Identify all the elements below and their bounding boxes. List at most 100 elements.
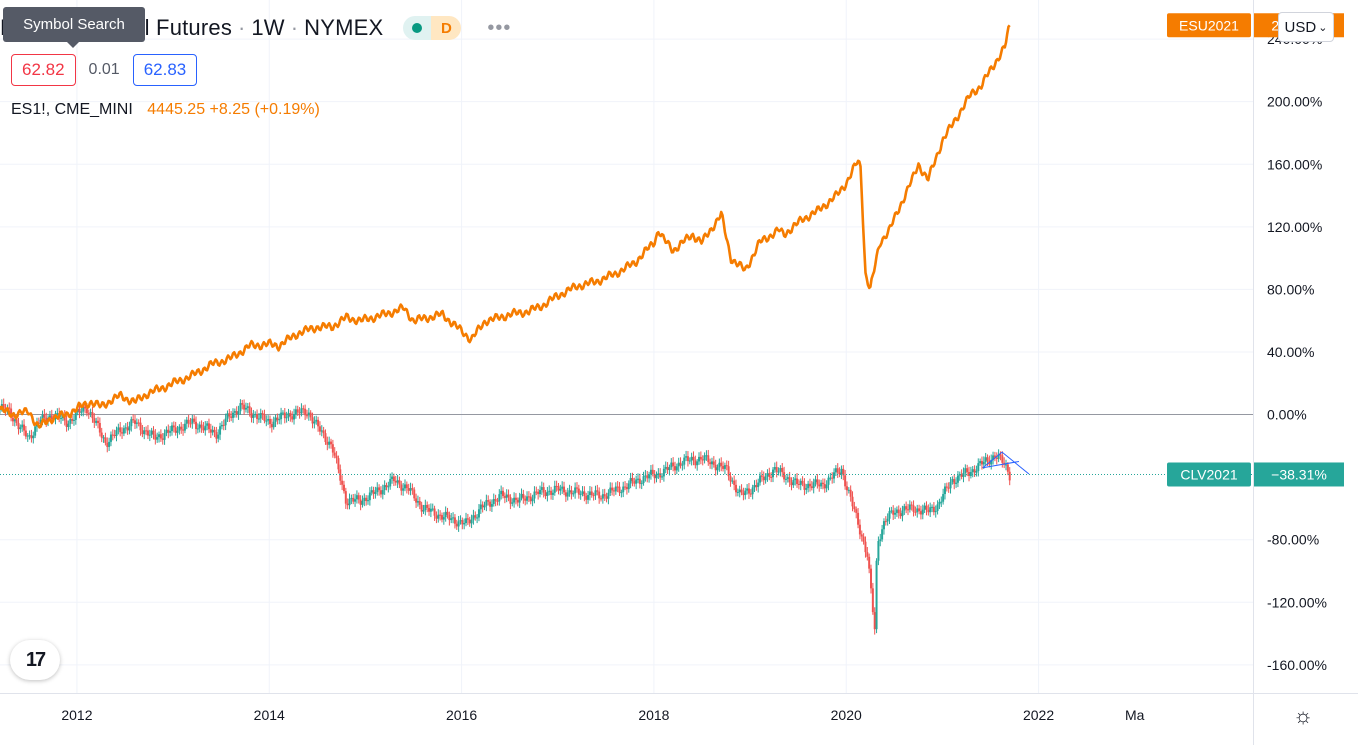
spread-value: 0.01 [88,61,120,78]
oil-candle-body [644,475,647,477]
oil-candle-body [561,486,564,489]
oil-candle-body [720,462,723,467]
oil-candle-body [28,435,31,437]
oil-candle-body [318,426,321,432]
oil-candle-body [533,491,536,499]
oil-candle-body [949,481,952,489]
oil-candle-body [655,474,658,479]
oil-candle-body [270,424,273,428]
oil-candle-body [775,467,778,472]
currency-button[interactable]: USD ⌄ [1278,12,1334,42]
oil-candle-body [433,508,436,516]
oil-candle-body [261,413,264,415]
oil-candle-body [940,501,943,503]
oil-candle-body [747,488,750,494]
oil-candle-body [145,430,148,432]
oil-candle-body [520,493,523,498]
oil-candle-body [172,425,175,428]
oil-candle-body [222,424,225,426]
series-value-box [1254,462,1344,487]
oil-candle-body [1001,455,1004,463]
oil-candle-body [156,437,159,440]
quote-row: 62.82 0.01 62.83 [11,54,198,86]
x-tick-label: 2016 [446,707,477,723]
oil-candle-body [723,465,726,469]
tradingview-logo-icon[interactable]: 17 [10,640,60,680]
oil-candle-body [328,441,331,445]
settings-gear-icon[interactable]: ☼ [1293,703,1314,728]
more-options-icon[interactable]: ••• [487,16,512,39]
market-status-badges[interactable]: D [403,16,462,40]
oil-candle-body [374,492,377,494]
oil-candle-body [857,512,860,525]
oil-candle-body [326,441,329,445]
interval-label[interactable]: 1W [251,15,285,40]
oil-candle-body [572,493,575,495]
compare-symbol[interactable]: ES1!, CME_MINI [11,101,133,118]
oil-candle-body [93,418,96,423]
x-tick-label: 2022 [1023,707,1054,723]
oil-candle-body [89,412,92,414]
oil-candle-body [803,483,806,490]
oil-candle-body [714,464,717,471]
oil-candle-body [886,518,889,522]
oil-candle-body [363,497,366,501]
oil-candle-body [400,484,403,491]
oil-candle-body [951,479,954,482]
oil-candle-body [204,425,207,431]
oil-candle-body [442,517,445,520]
oil-candle-body [923,505,926,510]
oil-candle-body [250,412,253,418]
oil-candle-body [468,519,471,524]
oil-candle-body [694,460,697,466]
oil-candle-body [779,467,782,472]
oil-candle-body [910,504,913,506]
oil-candle-body [707,455,710,463]
oil-candle-body [387,486,390,488]
oil-candle-body [313,421,316,424]
oil-candle-body [428,507,431,512]
oil-candle-body [102,437,105,439]
oil-candle-body [729,476,732,482]
oil-candle-body [640,483,643,485]
oil-candle-body [753,485,756,488]
oil-candle-body [575,487,578,489]
oil-candle-body [235,411,238,415]
market-open-icon[interactable] [403,16,432,40]
oil-candle-body [670,462,673,468]
oil-candle-body [788,477,791,483]
oil-candle-body [725,465,728,467]
oil-candle-body [348,498,351,506]
oil-candle-body [422,510,425,512]
oil-candle-body [979,461,982,464]
compare-legend[interactable]: ES1!, CME_MINI 4445.25 +8.25 (+0.19%) [11,101,320,119]
oil-candle-body [322,430,325,434]
oil-candle-body [241,403,244,405]
oil-candle-body [627,483,630,490]
oil-candle-body [1008,471,1011,481]
oil-candle-body [122,428,125,434]
oil-candle-body [71,418,74,421]
oil-candle-body [538,489,541,495]
sell-price-button[interactable]: 62.82 [11,54,76,86]
oil-candle-body [659,473,662,478]
oil-candle-body [831,477,834,479]
oil-candle-body [825,484,828,489]
oil-candle-body [931,506,934,508]
buy-price-button[interactable]: 62.83 [132,54,198,86]
oil-candle-body [679,462,682,466]
oil-candle-body [143,430,146,435]
oil-candle-body [226,413,229,419]
delayed-data-badge[interactable]: D [431,16,462,40]
oil-candle-body [1005,464,1008,466]
oil-candle-body [317,419,320,427]
oil-candle-body [701,459,704,461]
oil-candle-body [135,422,138,424]
oil-candle-body [13,419,16,422]
oil-candle-body [452,517,455,519]
oil-candle-body [429,508,432,512]
oil-candle-body [783,472,786,480]
oil-candle-body [995,457,998,459]
oil-candle-body [311,417,314,424]
